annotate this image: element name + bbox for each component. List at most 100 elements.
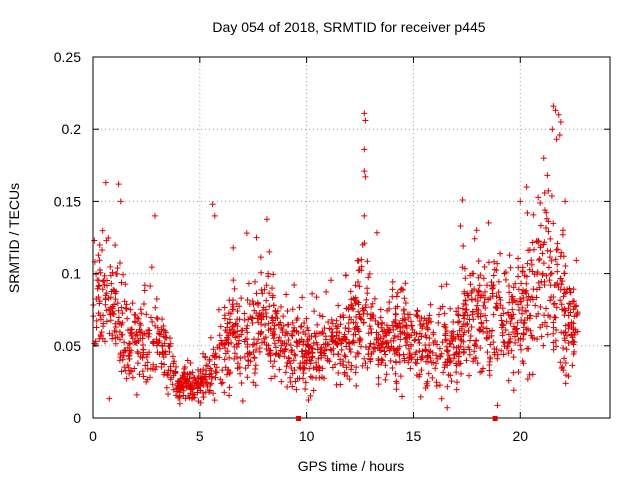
data-point	[472, 355, 479, 362]
data-point	[520, 320, 527, 327]
data-point	[107, 317, 114, 324]
data-point	[571, 331, 578, 338]
data-point	[352, 353, 359, 360]
data-point	[204, 363, 211, 370]
data-point	[435, 311, 442, 318]
data-point	[399, 317, 406, 324]
data-point	[134, 348, 141, 355]
data-point	[419, 348, 426, 355]
data-point	[302, 331, 309, 338]
data-point	[347, 288, 354, 295]
data-point	[212, 374, 219, 381]
data-point	[198, 379, 205, 386]
data-point	[561, 270, 568, 277]
data-point	[544, 331, 551, 338]
data-point	[345, 328, 352, 335]
data-point	[564, 332, 571, 339]
data-point	[145, 333, 152, 340]
data-point	[455, 333, 462, 340]
data-point	[567, 289, 574, 296]
data-point	[345, 340, 352, 347]
data-point	[318, 350, 325, 357]
data-point	[392, 305, 399, 312]
data-point	[175, 378, 182, 385]
data-point	[302, 379, 309, 386]
data-point	[117, 198, 124, 205]
data-point	[517, 342, 524, 349]
data-point	[497, 250, 504, 257]
data-point	[427, 355, 434, 362]
data-point	[510, 329, 517, 336]
data-point	[474, 297, 481, 304]
data-point	[215, 306, 222, 313]
data-point	[125, 364, 132, 371]
data-point	[268, 375, 275, 382]
data-point	[223, 371, 230, 378]
data-point	[135, 350, 142, 357]
data-point	[475, 258, 482, 265]
data-point	[121, 339, 128, 346]
data-point	[340, 335, 347, 342]
data-point	[427, 301, 434, 308]
data-point	[413, 312, 420, 319]
data-point	[133, 391, 140, 398]
data-point	[94, 277, 101, 284]
data-point	[211, 212, 218, 219]
data-point	[103, 282, 110, 289]
data-point	[118, 368, 125, 375]
data-point	[200, 350, 207, 357]
data-point	[252, 278, 259, 285]
data-point	[113, 328, 120, 335]
data-point	[347, 349, 354, 356]
data-point	[543, 323, 550, 330]
data-point	[482, 312, 489, 319]
data-point	[552, 107, 559, 114]
data-point	[518, 280, 525, 287]
data-point	[401, 357, 408, 364]
data-point	[549, 126, 556, 133]
data-point	[191, 391, 198, 398]
data-point	[483, 317, 490, 324]
data-point	[424, 354, 431, 361]
data-point	[301, 358, 308, 365]
data-point	[568, 319, 575, 326]
data-point	[550, 346, 557, 353]
data-point	[225, 367, 232, 374]
data-point	[490, 272, 497, 279]
data-point	[253, 346, 260, 353]
data-point	[366, 323, 373, 330]
data-point	[558, 365, 565, 372]
data-point	[309, 349, 316, 356]
data-point	[422, 346, 429, 353]
data-point	[548, 192, 555, 199]
data-point	[314, 341, 321, 348]
data-point	[300, 370, 307, 377]
data-point	[361, 240, 368, 247]
data-point	[136, 329, 143, 336]
data-point	[523, 280, 530, 287]
data-point	[356, 311, 363, 318]
data-point	[167, 367, 174, 374]
data-point	[486, 354, 493, 361]
data-point	[484, 335, 491, 342]
data-point	[231, 285, 238, 292]
data-point	[266, 290, 273, 297]
data-point	[316, 312, 323, 319]
data-point	[386, 347, 393, 354]
data-point	[263, 282, 270, 289]
data-point	[94, 285, 101, 292]
data-point	[204, 383, 211, 390]
data-point	[475, 289, 482, 296]
data-point	[550, 324, 557, 331]
data-point	[342, 336, 349, 343]
data-point	[559, 278, 566, 285]
y-tick-label: 0.05	[54, 338, 81, 354]
data-point	[506, 252, 513, 259]
data-point	[384, 339, 391, 346]
data-point	[434, 341, 441, 348]
data-point	[158, 326, 165, 333]
data-point	[93, 317, 100, 324]
data-point	[355, 350, 362, 357]
data-point	[370, 312, 377, 319]
data-point	[466, 351, 473, 358]
